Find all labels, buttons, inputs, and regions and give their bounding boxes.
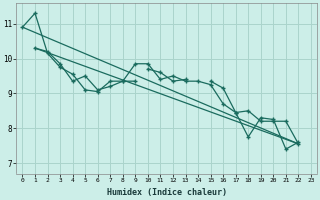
X-axis label: Humidex (Indice chaleur): Humidex (Indice chaleur) bbox=[107, 188, 227, 197]
